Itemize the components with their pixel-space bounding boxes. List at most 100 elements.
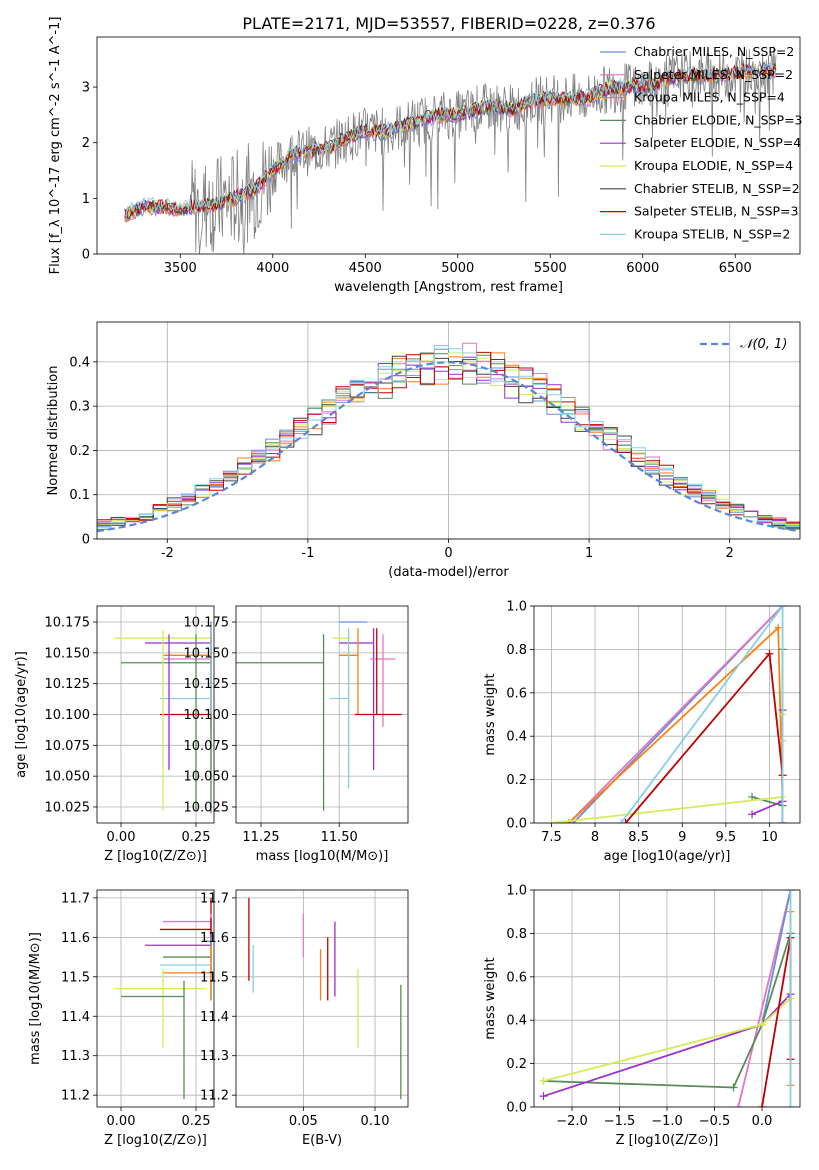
y-tick-label: 11.6: [200, 931, 229, 946]
y-axis-label: Normed distribution: [46, 366, 61, 496]
marker: [734, 1103, 743, 1107]
legend-label: Kroupa STELIB, N_SSP=2: [634, 226, 790, 241]
age_vs_mass-panel: 11.25 11.50 10.025 10.050 10.075 10.100 10.125…: [184, 605, 409, 864]
marker: [748, 810, 757, 819]
x-tick-label: 7.5: [541, 830, 562, 845]
x-axis-label: age [log10(age/yr)]: [604, 849, 731, 864]
x-tick-label: 0: [444, 546, 452, 561]
axes-frame: [96, 321, 801, 540]
y-tick-label: 11.3: [61, 1049, 90, 1064]
mass_vs_ebv-marks: [248, 897, 402, 1100]
model-spectrum-8: [124, 62, 777, 217]
x-tick-label: -1: [301, 546, 314, 561]
x-axis-label: Z [log10(Z/Z⊙)]: [104, 849, 207, 864]
y-tick-label: 0.1: [69, 488, 90, 503]
age_vs_Z-point-3: [163, 628, 212, 715]
normal-curve: [97, 361, 800, 533]
spectrum-marks: [124, 45, 777, 254]
residual-histogram-7: [97, 351, 800, 524]
weight_vs_age-panel: 7.5 8 8.5 9 9.5 10 0.0 0.2 0.4 0.6 0.8 1.0 age [log1…: [483, 600, 801, 864]
marker: [786, 1103, 795, 1107]
mass_vs_Z-point-7: [163, 945, 212, 1001]
y-tick-label: 10.025: [184, 800, 230, 815]
y-tick-label: 0.8: [506, 643, 527, 658]
axes-frame: [533, 605, 801, 824]
weight_vs_Z-marks: [539, 890, 795, 1107]
y-tick-label: 1.0: [506, 600, 527, 615]
observed-spectrum: [124, 45, 777, 254]
x-tick-label: 0.05: [289, 1114, 318, 1129]
weight_vs_age-series-6: [624, 651, 784, 823]
y-tick-label: 2: [82, 136, 90, 151]
x-tick-label: 2: [726, 546, 734, 561]
legend-label: Salpeter STELIB, N_SSP=3: [634, 204, 798, 219]
axes-frame: [96, 605, 215, 824]
x-tick-label: 0.25: [182, 830, 211, 845]
y-tick-label: 0.2: [506, 1057, 527, 1072]
weight_vs_Z-series-6: [761, 937, 792, 1107]
weight_vs_age-series-1: [568, 606, 784, 823]
mass_vs_Z-point-9: [121, 980, 185, 1100]
x-tick-label: 0.00: [107, 1114, 136, 1129]
model-spectrum-4: [124, 63, 777, 219]
x-tick-label: −2.0: [556, 1114, 588, 1129]
weight_vs_Z-panel: −2.0 −1.5 −1.0 −0.5 0.0 0.0 0.2 0.4 0.6 0.8 1.0 Z […: [483, 884, 801, 1148]
y-tick-label: 0.0: [506, 817, 527, 832]
x-tick-label: 11.25: [242, 830, 279, 845]
marker: [778, 606, 787, 610]
marker: [758, 1020, 766, 1029]
legend-label: Chabrier STELIB, N_SSP=2: [634, 181, 800, 196]
y-tick-label: 0.0: [506, 1101, 527, 1116]
marker: [786, 890, 795, 894]
marker: [547, 819, 556, 823]
marker: [774, 623, 783, 632]
residuals-panel: -2 -1 0 1 2 0 0.1 0.2 0.3 0.4 (data-model)/error No…: [46, 321, 801, 580]
x-tick-label: −1.0: [651, 1114, 683, 1129]
age_vs_mass-point-7: [354, 628, 402, 716]
x-tick-label: 3500: [164, 261, 197, 276]
age_vs_mass-point-1: [332, 628, 350, 777]
legend-label: Kroupa ELODIE, N_SSP=4: [634, 158, 793, 173]
y-tick-label: 11.2: [200, 1089, 229, 1104]
y-tick-label: 11.3: [200, 1049, 229, 1064]
y-tick-label: 11.7: [200, 891, 229, 906]
mass_vs_Z-panel: 0.00 0.25 11.2 11.3 11.4 11.5 11.6 11.7 Z [log10…: [28, 889, 215, 1148]
y-tick-label: 0.4: [506, 730, 527, 745]
y-axis-label: mass weight: [483, 673, 498, 755]
y-tick-label: 11.7: [61, 891, 90, 906]
marker: [765, 649, 774, 658]
marker: [617, 819, 626, 823]
y-tick-label: 10.075: [184, 739, 230, 754]
spectrum-legend: Chabrier MILES, N_SSP=2 Salpeter MILES, N…: [600, 44, 803, 241]
x-tick-label: 8.5: [628, 830, 649, 845]
x-tick-label: −1.5: [604, 1114, 636, 1129]
x-tick-label: 0.0: [752, 1114, 773, 1129]
mass_vs_ebv-panel: 0.05 0.10 11.2 11.3 11.4 11.5 11.6 11.7 E(B-V): [200, 889, 409, 1148]
marker: [539, 1076, 548, 1085]
legend-label: 𝒩(0, 1): [740, 337, 787, 352]
age_vs_Z-marks: [115, 622, 212, 814]
residuals-marks: [97, 342, 800, 533]
x-tick-label: 6500: [719, 261, 752, 276]
x-tick-label: 10: [761, 830, 778, 845]
y-tick-label: 10.150: [184, 646, 230, 661]
mass_vs_Z-point-8: [115, 968, 205, 1048]
x-tick-label: 4000: [256, 261, 289, 276]
x-tick-label: 8: [591, 830, 599, 845]
age_vs_mass-point-6: [329, 628, 350, 789]
age_vs_Z-point-6: [160, 628, 212, 715]
marker: [621, 819, 630, 823]
y-tick-label: 11.5: [61, 970, 90, 985]
age_vs_mass-point-4: [370, 634, 396, 727]
y-tick-label: 10.075: [45, 739, 91, 754]
marker: [539, 1092, 548, 1101]
x-axis-label: Z [log10(Z/Z⊙)]: [104, 1133, 207, 1148]
y-tick-label: 11.5: [200, 970, 229, 985]
weight_vs_age-marks: [547, 606, 787, 823]
marker: [758, 1103, 766, 1107]
y-tick-label: 10.150: [45, 646, 91, 661]
x-tick-label: 5000: [441, 261, 474, 276]
plot-layer: 3500 4000 4500 5000 5500 6000 6500 0 1 2 3 waveleng…: [14, 17, 803, 1148]
y-tick-label: 1: [82, 192, 90, 207]
